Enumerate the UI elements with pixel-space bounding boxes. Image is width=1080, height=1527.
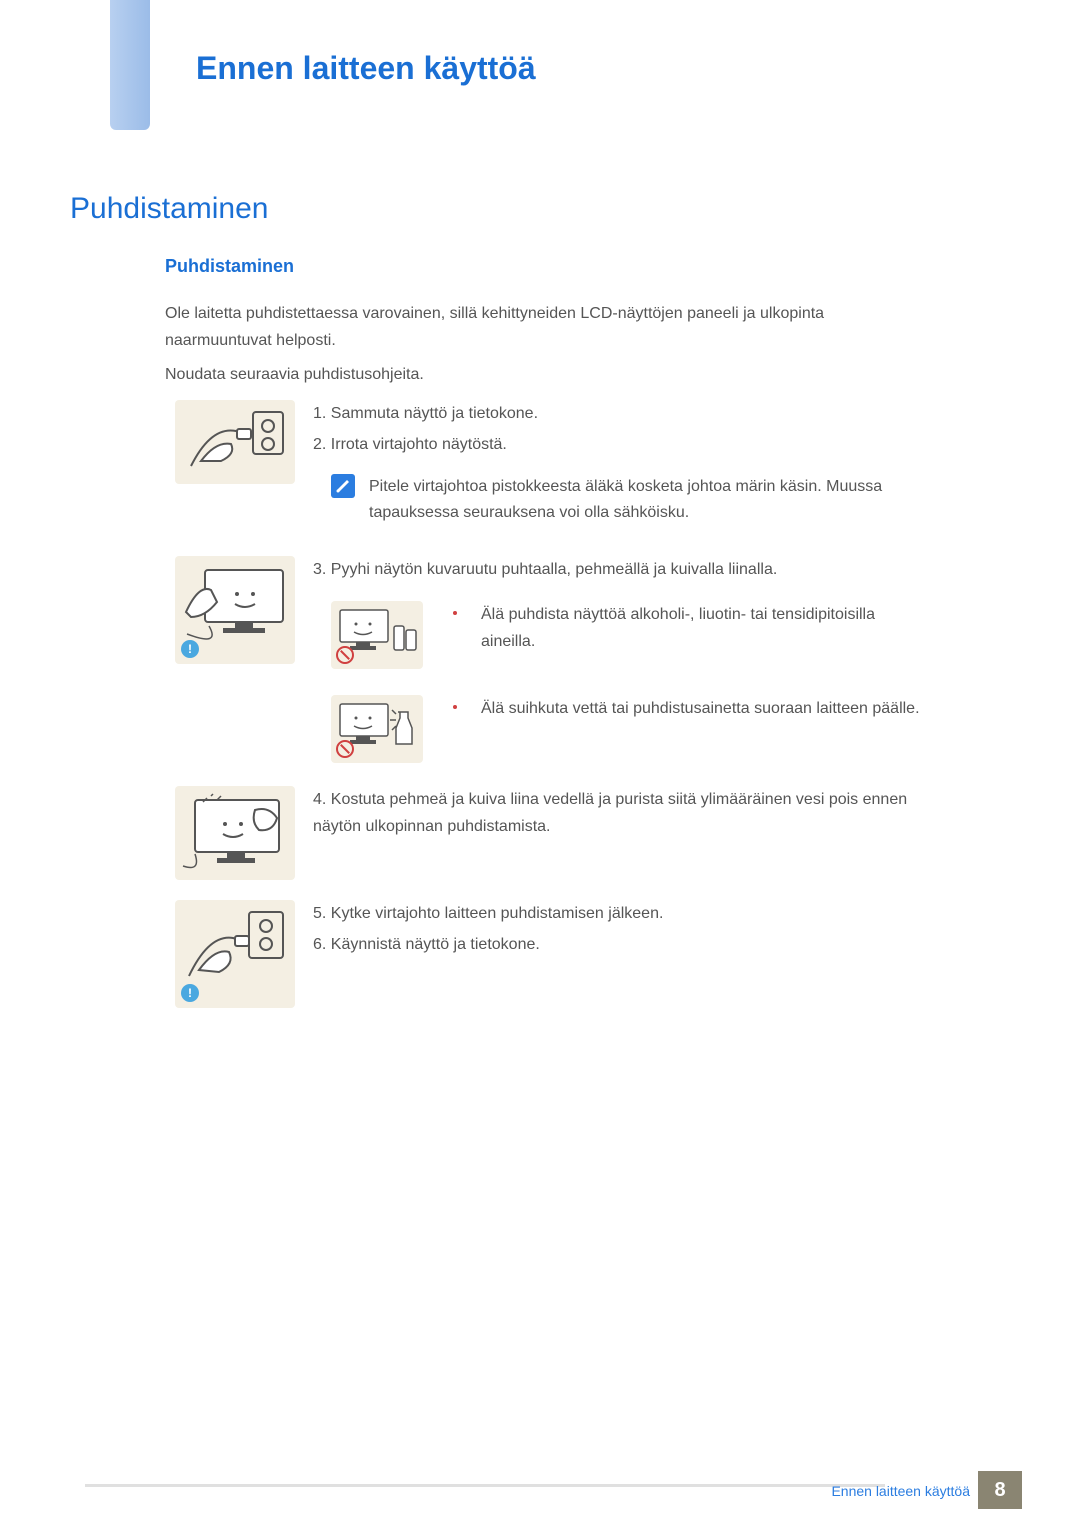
step-2-warning-2: Älä suihkuta vettä tai puhdistusainetta … [331, 695, 945, 763]
illustration-no-chemicals [331, 601, 423, 669]
info-badge-icon: ! [181, 640, 199, 658]
step-1: 1. Sammuta näyttö ja tietokone. 2. Irrot… [175, 400, 945, 526]
step-2-line-1: 3. Pyyhi näytön kuvaruutu puhtaalla, peh… [313, 556, 945, 583]
footer-divider [85, 1484, 885, 1487]
step-1-note: Pitele virtajohtoa pistokkeesta äläkä ko… [331, 474, 959, 525]
illustration-unplug [175, 400, 295, 484]
step-2-bullet-2: Älä suihkuta vettä tai puhdistusainetta … [481, 695, 921, 722]
section-title: Puhdistaminen [70, 192, 268, 226]
step-1-line-2: 2. Irrota virtajohto näytöstä. [313, 431, 959, 458]
header-tab-decoration [110, 0, 150, 130]
step-2-bullet-1: Älä puhdista näyttöä alkoholi-, liuotin-… [481, 601, 921, 655]
step-4-line-1: 5. Kytke virtajohto laitteen puhdistamis… [313, 900, 945, 927]
step-2-warning-1: Älä puhdista näyttöä alkoholi-, liuotin-… [331, 601, 945, 669]
page: Ennen laitteen käyttöä Puhdistaminen Puh… [0, 0, 1080, 1527]
step-3: 4. Kostuta pehmeä ja kuiva liina vedellä… [175, 786, 945, 880]
intro-paragraph-2: Noudata seuraavia puhdistusohjeita. [165, 362, 925, 388]
intro-paragraph-1: Ole laitetta puhdistettaessa varovainen,… [165, 300, 925, 354]
step-2: ! 3. Pyyhi näytön kuvaruutu puhtaalla, p… [175, 556, 945, 763]
illustration-no-spray [331, 695, 423, 763]
info-badge-icon: ! [181, 984, 199, 1002]
step-3-line-1: 4. Kostuta pehmeä ja kuiva liina vedellä… [313, 786, 933, 840]
subsection-title: Puhdistaminen [165, 256, 294, 277]
step-2-text: 3. Pyyhi näytön kuvaruutu puhtaalla, peh… [313, 556, 945, 763]
illustration-damp-cloth [175, 786, 295, 880]
step-3-text: 4. Kostuta pehmeä ja kuiva liina vedellä… [313, 786, 945, 844]
page-number: 8 [978, 1471, 1022, 1509]
note-icon [331, 474, 355, 498]
bullet-icon [453, 705, 457, 709]
step-4-text: 5. Kytke virtajohto laitteen puhdistamis… [313, 900, 945, 962]
chapter-title: Ennen laitteen käyttöä [196, 50, 536, 87]
step-1-line-1: 1. Sammuta näyttö ja tietokone. [313, 400, 959, 427]
step-4-line-2: 6. Käynnistä näyttö ja tietokone. [313, 931, 945, 958]
illustration-reconnect: ! [175, 900, 295, 1008]
step-4: ! 5. Kytke virtajohto laitteen puhdistam… [175, 900, 945, 1008]
step-1-note-text: Pitele virtajohtoa pistokkeesta äläkä ko… [369, 474, 959, 525]
bullet-icon [453, 611, 457, 615]
footer-chapter-label: Ennen laitteen käyttöä [831, 1483, 970, 1499]
step-1-text: 1. Sammuta näyttö ja tietokone. 2. Irrot… [313, 400, 959, 526]
illustration-wipe-screen: ! [175, 556, 295, 664]
